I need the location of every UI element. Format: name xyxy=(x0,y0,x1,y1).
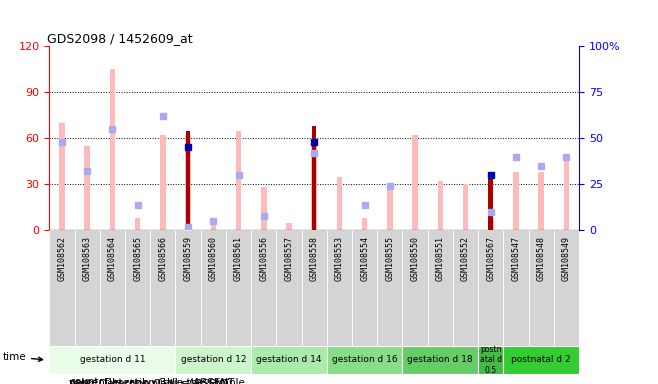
Bar xyxy=(337,177,342,230)
Bar xyxy=(211,223,216,230)
Bar xyxy=(428,230,453,346)
Text: GSM108562: GSM108562 xyxy=(57,236,66,281)
Bar xyxy=(403,346,478,374)
Text: gestation d 12: gestation d 12 xyxy=(180,356,246,364)
Text: GSM108557: GSM108557 xyxy=(284,236,293,281)
Bar xyxy=(110,69,115,230)
Text: GDS2098 / 1452609_at: GDS2098 / 1452609_at xyxy=(47,32,192,45)
Text: GSM108560: GSM108560 xyxy=(209,236,218,281)
Text: GSM108551: GSM108551 xyxy=(436,236,445,281)
Text: rank, Detection Call = ABSENT: rank, Detection Call = ABSENT xyxy=(69,379,230,384)
Bar xyxy=(125,230,150,346)
Bar xyxy=(201,230,226,346)
Bar xyxy=(488,218,494,230)
Bar xyxy=(286,223,291,230)
Text: gestation d 18: gestation d 18 xyxy=(407,356,473,364)
Bar xyxy=(84,146,90,230)
Bar xyxy=(438,181,443,230)
Bar xyxy=(403,230,428,346)
Bar xyxy=(564,157,569,230)
Text: GSM108550: GSM108550 xyxy=(411,236,420,281)
Text: GSM108547: GSM108547 xyxy=(511,236,520,281)
Bar xyxy=(362,218,367,230)
Bar xyxy=(176,230,201,346)
Bar xyxy=(312,126,316,230)
Bar xyxy=(160,135,166,230)
Text: GSM108549: GSM108549 xyxy=(562,236,571,281)
Bar xyxy=(186,131,190,230)
Bar xyxy=(503,230,528,346)
Bar xyxy=(49,230,74,346)
Bar xyxy=(478,230,503,346)
Bar xyxy=(176,346,251,374)
Bar xyxy=(503,346,579,374)
Bar xyxy=(377,230,403,346)
Text: GSM108548: GSM108548 xyxy=(537,236,545,281)
Text: count: count xyxy=(69,377,99,384)
Bar xyxy=(301,230,327,346)
Text: GSM108552: GSM108552 xyxy=(461,236,470,281)
Bar xyxy=(135,218,140,230)
Text: time: time xyxy=(3,352,43,362)
Bar xyxy=(186,135,191,230)
Bar xyxy=(538,172,544,230)
Bar xyxy=(261,187,266,230)
Text: percentile rank within the sample: percentile rank within the sample xyxy=(69,378,245,384)
Text: gestation d 16: gestation d 16 xyxy=(332,356,397,364)
Bar xyxy=(74,230,100,346)
Bar xyxy=(236,131,241,230)
Text: GSM108566: GSM108566 xyxy=(159,236,167,281)
Bar xyxy=(352,230,377,346)
Text: GSM108567: GSM108567 xyxy=(486,236,495,281)
Bar xyxy=(251,230,276,346)
Text: postnatal d 2: postnatal d 2 xyxy=(511,356,571,364)
Text: GSM108553: GSM108553 xyxy=(335,236,344,281)
Bar xyxy=(226,230,251,346)
Text: GSM108554: GSM108554 xyxy=(360,236,369,281)
Bar xyxy=(478,346,503,374)
Bar xyxy=(251,346,327,374)
Bar xyxy=(513,172,519,230)
Text: GSM108555: GSM108555 xyxy=(386,236,394,281)
Text: GSM108559: GSM108559 xyxy=(184,236,193,281)
Text: value, Detection Call = ABSENT: value, Detection Call = ABSENT xyxy=(69,378,234,384)
Bar xyxy=(327,346,403,374)
Text: GSM108565: GSM108565 xyxy=(133,236,142,281)
Bar xyxy=(488,177,493,230)
Text: GSM108564: GSM108564 xyxy=(108,236,117,281)
Text: gestation d 11: gestation d 11 xyxy=(80,356,145,364)
Text: gestation d 14: gestation d 14 xyxy=(256,356,322,364)
Text: GSM108561: GSM108561 xyxy=(234,236,243,281)
Bar xyxy=(554,230,579,346)
Text: GSM108563: GSM108563 xyxy=(83,236,91,281)
Bar xyxy=(49,346,176,374)
Bar xyxy=(100,230,125,346)
Bar xyxy=(413,135,418,230)
Bar xyxy=(528,230,554,346)
Text: GSM108558: GSM108558 xyxy=(310,236,318,281)
Bar xyxy=(387,190,393,230)
Bar xyxy=(453,230,478,346)
Bar xyxy=(150,230,176,346)
Bar xyxy=(463,184,468,230)
Bar xyxy=(311,146,317,230)
Text: GSM108556: GSM108556 xyxy=(259,236,268,281)
Bar xyxy=(276,230,301,346)
Text: postn
atal d
0.5: postn atal d 0.5 xyxy=(480,345,502,375)
Bar xyxy=(59,123,64,230)
Bar xyxy=(327,230,352,346)
